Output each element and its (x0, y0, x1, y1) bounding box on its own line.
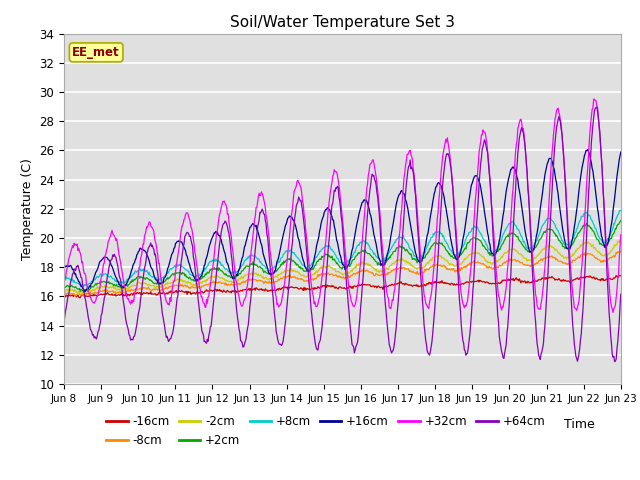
+64cm (611, 359, 618, 365)
+16cm (584, 147, 591, 153)
-2cm (185, 279, 193, 285)
-8cm (70, 291, 78, 297)
-16cm (60, 292, 68, 298)
Y-axis label: Temperature (C): Temperature (C) (20, 158, 34, 260)
-16cm (128, 291, 136, 297)
+2cm (214, 268, 222, 274)
Line: -8cm: -8cm (64, 251, 621, 296)
-16cm (614, 273, 622, 278)
-16cm (428, 279, 435, 285)
-2cm (428, 256, 435, 262)
+16cm (428, 210, 435, 216)
+16cm (185, 259, 193, 265)
+8cm (128, 273, 136, 279)
+64cm (184, 230, 192, 236)
Line: +2cm: +2cm (64, 220, 621, 291)
-8cm (185, 285, 193, 290)
-8cm (60, 292, 68, 298)
+8cm (70, 277, 78, 283)
-2cm (60, 288, 68, 293)
-16cm (411, 282, 419, 288)
-8cm (617, 248, 625, 254)
-16cm (214, 288, 222, 294)
+8cm (60, 276, 68, 282)
+64cm (60, 319, 68, 324)
+32cm (184, 210, 192, 216)
+64cm (127, 336, 135, 342)
+64cm (617, 291, 625, 297)
+32cm (127, 297, 135, 303)
+32cm (426, 296, 434, 301)
+2cm (70, 284, 78, 290)
+8cm (411, 253, 419, 259)
Text: EE_met: EE_met (72, 46, 120, 59)
+32cm (590, 96, 598, 102)
+16cm (128, 266, 136, 272)
Line: +32cm: +32cm (64, 99, 621, 312)
+16cm (214, 232, 222, 238)
+32cm (70, 240, 78, 246)
-2cm (617, 237, 625, 243)
+16cm (70, 269, 78, 275)
+32cm (214, 228, 221, 234)
+16cm (617, 149, 625, 155)
+2cm (60, 283, 68, 288)
+8cm (79, 284, 87, 289)
+64cm (426, 349, 434, 355)
-8cm (411, 270, 419, 276)
+8cm (428, 234, 435, 240)
+2cm (76, 288, 84, 294)
+16cm (411, 246, 419, 252)
+64cm (214, 263, 221, 268)
-2cm (79, 290, 86, 296)
Line: +16cm: +16cm (64, 150, 621, 292)
+8cm (617, 208, 625, 214)
Text: Time: Time (564, 418, 595, 431)
+2cm (185, 276, 193, 282)
Legend: -16cm, -8cm, -2cm, +2cm, +8cm, +16cm, +32cm, +64cm: -16cm, -8cm, -2cm, +2cm, +8cm, +16cm, +3… (102, 410, 550, 452)
+32cm (410, 171, 418, 177)
+2cm (617, 217, 625, 223)
+8cm (185, 268, 193, 274)
-2cm (411, 265, 419, 271)
Line: +8cm: +8cm (64, 210, 621, 287)
+32cm (617, 232, 625, 238)
-8cm (128, 287, 136, 293)
+2cm (428, 244, 435, 250)
Title: Soil/Water Temperature Set 3: Soil/Water Temperature Set 3 (230, 15, 455, 30)
+64cm (410, 177, 418, 182)
-16cm (70, 292, 78, 298)
+2cm (128, 277, 136, 283)
+32cm (60, 280, 68, 286)
-8cm (214, 279, 222, 285)
-2cm (214, 273, 222, 279)
-8cm (79, 293, 87, 299)
+32cm (609, 310, 617, 315)
-16cm (76, 295, 83, 300)
+16cm (81, 289, 89, 295)
+8cm (616, 207, 624, 213)
-8cm (428, 264, 435, 270)
Line: +64cm: +64cm (64, 107, 621, 362)
+8cm (214, 258, 222, 264)
-2cm (70, 288, 78, 294)
+16cm (60, 266, 68, 272)
-16cm (617, 273, 625, 278)
Line: -16cm: -16cm (64, 276, 621, 298)
+64cm (70, 266, 78, 272)
+2cm (411, 256, 419, 262)
Line: -2cm: -2cm (64, 240, 621, 293)
-2cm (128, 283, 136, 288)
-16cm (185, 289, 193, 295)
+64cm (593, 104, 600, 110)
